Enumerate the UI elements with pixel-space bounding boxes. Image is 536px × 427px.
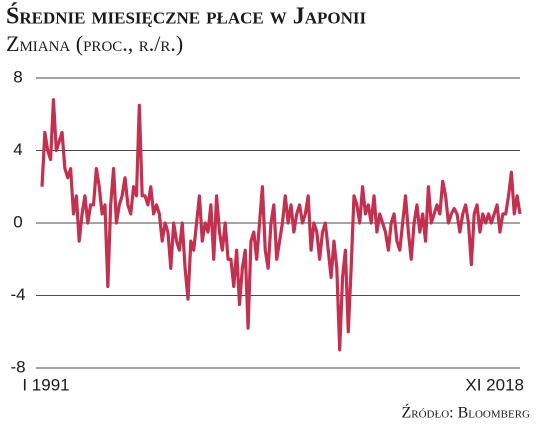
chart-subtitle: Zmiana (proc., r./r.) — [6, 31, 183, 56]
y-tick-label: 4 — [13, 140, 22, 159]
y-tick-label: -8 — [10, 357, 25, 376]
data-line — [40, 98, 522, 352]
x-tick-label: I 1991 — [22, 375, 69, 394]
source: Źródło: Bloomberg — [401, 403, 530, 422]
y-tick-label: 0 — [13, 212, 22, 231]
y-tick-label: 8 — [13, 67, 22, 86]
y-tick-label: -4 — [10, 285, 25, 304]
x-tick-label: XI 2018 — [465, 375, 524, 394]
chart-title: Średnie miesięczne płace w Japonii — [6, 3, 367, 30]
